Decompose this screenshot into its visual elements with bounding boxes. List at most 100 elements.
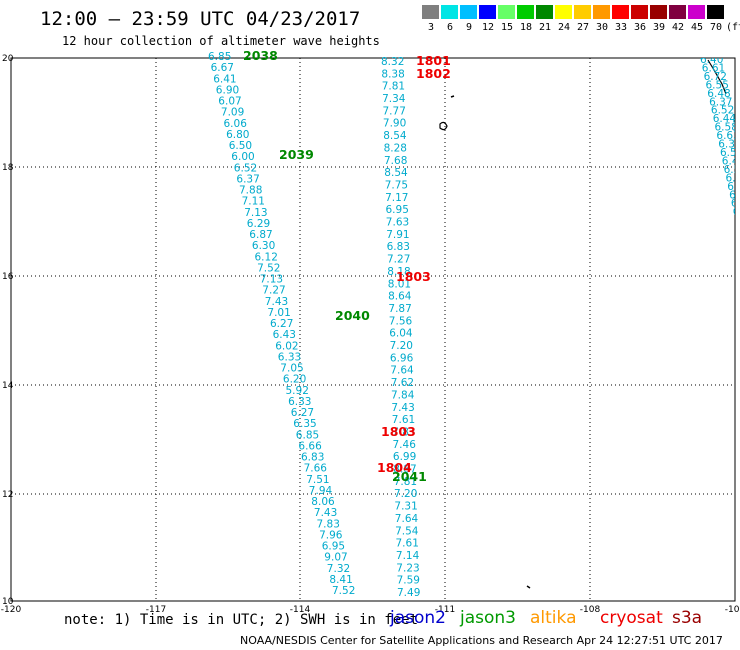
swh-value-left-track: 6.33 bbox=[288, 396, 311, 408]
swh-value-left-track: 6.30 bbox=[252, 240, 275, 252]
swh-value-left-track: 9.07 bbox=[324, 552, 347, 564]
swh-value-right-track: 7.83 bbox=[392, 427, 415, 439]
pass-label: 1803 bbox=[396, 269, 431, 284]
swh-value-left-track: 6.50 bbox=[229, 140, 252, 152]
island bbox=[526, 585, 531, 589]
edge-track: 6.406.616.726.556.486.376.526.446.586.63… bbox=[700, 58, 740, 235]
swh-value-left-track: 7.01 bbox=[267, 307, 290, 319]
swh-value-right-track: 7.68 bbox=[384, 155, 407, 167]
swh-value-left-track: 8.06 bbox=[311, 496, 335, 508]
scale-swatch bbox=[422, 5, 439, 19]
swh-value-left-track: 7.27 bbox=[262, 285, 285, 297]
swh-value-left-track: 6.20 bbox=[283, 374, 306, 386]
map-frame bbox=[10, 57, 736, 602]
swh-value-left-track: 7.94 bbox=[309, 485, 333, 497]
axis-ticks: -120 -117 -114 -111 -108 -105 20 18 16 14 12 10 bbox=[1, 54, 740, 615]
swh-value-edge-track: 6.53 bbox=[731, 198, 740, 210]
scale-label: 30 bbox=[595, 22, 609, 33]
swh-value-right-track: 7.90 bbox=[383, 118, 406, 130]
swh-value-left-track: 5.92 bbox=[286, 385, 309, 397]
legend-jason3: jason3 bbox=[460, 608, 516, 628]
satellite-tracks: 6.856.676.416.906.077.096.066.806.506.00… bbox=[208, 51, 740, 599]
swh-value-left-track: 6.43 bbox=[273, 329, 296, 341]
swh-value-left-track: 6.87 bbox=[249, 229, 272, 241]
swh-value-right-track: 6.96 bbox=[390, 352, 414, 364]
swh-value-right-track: 7.20 bbox=[394, 488, 417, 500]
swh-value-edge-track: 6.41 bbox=[736, 223, 740, 235]
island bbox=[450, 95, 455, 98]
swh-value-left-track: 6.27 bbox=[270, 318, 293, 330]
swh-value-edge-track: 6.51 bbox=[720, 147, 740, 159]
swh-value-edge-track: 6.44 bbox=[713, 113, 737, 125]
swh-value-left-track: 6.41 bbox=[213, 73, 236, 85]
legend-s3a: s3a bbox=[672, 608, 703, 628]
swh-value-left-track: 6.33 bbox=[278, 351, 301, 363]
scale-swatch bbox=[460, 5, 477, 19]
swh-value-edge-track: 6.37 bbox=[709, 96, 732, 108]
legend-altika: altika bbox=[530, 608, 577, 628]
lat-tick-label: 12 bbox=[2, 490, 13, 500]
scale-swatch bbox=[593, 5, 610, 19]
swh-value-left-track: 7.32 bbox=[327, 563, 350, 575]
scale-swatch bbox=[479, 5, 496, 19]
swh-value-right-track: 7.46 bbox=[393, 439, 417, 451]
swh-value-right-track: 7.31 bbox=[394, 501, 417, 513]
swh-value-left-track: 6.35 bbox=[293, 418, 316, 430]
swh-value-left-track: 7.13 bbox=[244, 207, 267, 219]
swh-value-right-track: 7.91 bbox=[386, 229, 409, 241]
swh-value-left-track: 7.52 bbox=[257, 262, 280, 274]
island bbox=[439, 121, 448, 131]
swh-value-right-track: 8.87 bbox=[393, 464, 416, 476]
swh-value-left-track: 6.80 bbox=[226, 129, 249, 141]
swh-value-left-track: 7.66 bbox=[304, 463, 328, 475]
scale-swatch bbox=[707, 5, 724, 19]
scale-swatch bbox=[574, 5, 591, 19]
swh-value-right-track: 8.64 bbox=[388, 291, 412, 303]
scale-label: 70 bbox=[709, 22, 723, 33]
scale-label: 6 bbox=[446, 22, 454, 33]
swh-value-right-track: 7.61 bbox=[392, 414, 415, 426]
swh-value-left-track: 7.43 bbox=[314, 507, 337, 519]
scale-label: 21 bbox=[538, 22, 552, 33]
swh-value-right-track: 7.77 bbox=[383, 105, 406, 117]
swh-value-edge-track: 6.55 bbox=[724, 164, 740, 176]
scale-swatch bbox=[536, 5, 553, 19]
swh-value-left-track: 6.66 bbox=[298, 440, 322, 452]
lon-tick-label: -108 bbox=[580, 605, 601, 615]
swh-value-right-track: 7.54 bbox=[395, 525, 419, 537]
swh-value-left-track: 6.90 bbox=[216, 84, 239, 96]
swh-value-left-track: 6.37 bbox=[236, 173, 259, 185]
lon-tick-label: -105 bbox=[725, 605, 740, 615]
scale-swatch bbox=[555, 5, 572, 19]
swh-value-left-track: 6.85 bbox=[208, 51, 231, 63]
swh-value-right-track: 7.23 bbox=[396, 562, 419, 574]
swh-value-left-track: 7.52 bbox=[332, 585, 355, 597]
scale-label: 3 bbox=[427, 22, 435, 33]
coastline bbox=[439, 59, 727, 589]
swh-value-right-track: 6.04 bbox=[389, 328, 413, 340]
lon-tick-label: -117 bbox=[146, 605, 166, 615]
scale-label: 42 bbox=[671, 22, 685, 33]
scale-swatch bbox=[441, 5, 458, 19]
swh-value-right-track: 7.81 bbox=[394, 476, 417, 488]
lat-tick-label: 14 bbox=[2, 381, 14, 391]
lon-tick-label: -111 bbox=[435, 605, 455, 615]
scale-swatch bbox=[498, 5, 515, 19]
swh-value-right-track: 7.63 bbox=[386, 217, 409, 229]
swh-value-right-track: 7.59 bbox=[397, 575, 420, 587]
swh-value-edge-track: 6.61 bbox=[702, 63, 725, 75]
pass-label: 1803 bbox=[381, 424, 416, 439]
scale-label: 45 bbox=[690, 22, 704, 33]
coastline-edge bbox=[707, 59, 727, 95]
swh-value-edge-track: 6.39 bbox=[718, 139, 740, 151]
swh-value-edge-track: 6.72 bbox=[704, 71, 727, 83]
swh-value-right-track: 7.49 bbox=[397, 587, 420, 599]
swh-value-left-track: 6.07 bbox=[218, 96, 241, 108]
swh-value-right-track: 7.87 bbox=[388, 303, 411, 315]
swh-value-left-track: 8.41 bbox=[329, 574, 352, 586]
swh-value-right-track: 8.01 bbox=[388, 278, 411, 290]
swh-value-right-track: 6.83 bbox=[387, 241, 410, 253]
map-grid bbox=[11, 58, 735, 601]
swh-value-edge-track: 6.46 bbox=[733, 206, 740, 218]
